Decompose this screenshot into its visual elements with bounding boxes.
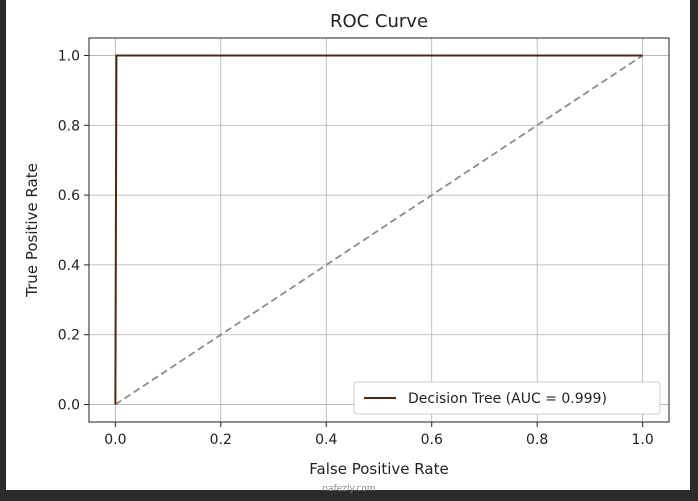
plot-frame xyxy=(88,37,670,423)
y-ticks: 0.0 0.2 0.4 0.6 0.8 1.0 xyxy=(58,48,89,414)
legend: Decision Tree (AUC = 0.999) xyxy=(353,381,661,415)
y-tick-label: 1.0 xyxy=(58,48,80,64)
x-tick-label: 0.0 xyxy=(104,432,126,448)
watermark: nafezly.com xyxy=(322,484,376,494)
x-axis-title: False Positive Rate xyxy=(309,460,448,478)
y-tick-label: 0.0 xyxy=(58,398,80,414)
y-tick-label: 0.4 xyxy=(58,258,80,274)
x-ticks: 0.0 0.2 0.4 0.6 0.8 1.0 xyxy=(104,422,654,448)
legend-label-decision-tree: Decision Tree (AUC = 0.999) xyxy=(408,391,607,407)
grid xyxy=(89,38,669,422)
plot-area xyxy=(89,38,669,422)
figure: 0.0 0.2 0.4 0.6 0.8 1.0 0.0 0.2 0.4 0.6 0.8 1.0 RO… xyxy=(6,0,690,490)
y-axis-title: True Positive Rate xyxy=(23,163,41,298)
x-tick-label: 0.4 xyxy=(315,432,337,448)
roc-chart: 0.0 0.2 0.4 0.6 0.8 1.0 0.0 0.2 0.4 0.6 0.8 1.0 RO… xyxy=(23,11,670,478)
x-tick-label: 1.0 xyxy=(632,432,654,448)
series-group xyxy=(114,54,644,406)
y-tick-label: 0.2 xyxy=(58,328,80,344)
legend-box xyxy=(353,381,661,415)
series-line-chance-diagonal xyxy=(114,54,644,406)
y-tick-label: 0.6 xyxy=(58,188,80,204)
x-tick-label: 0.2 xyxy=(210,432,232,448)
y-tick-label: 0.8 xyxy=(58,118,80,134)
series-line-decision-tree xyxy=(114,54,643,405)
x-tick-label: 0.6 xyxy=(421,432,443,448)
x-tick-label: 0.8 xyxy=(526,432,548,448)
chart-title: ROC Curve xyxy=(330,11,428,32)
